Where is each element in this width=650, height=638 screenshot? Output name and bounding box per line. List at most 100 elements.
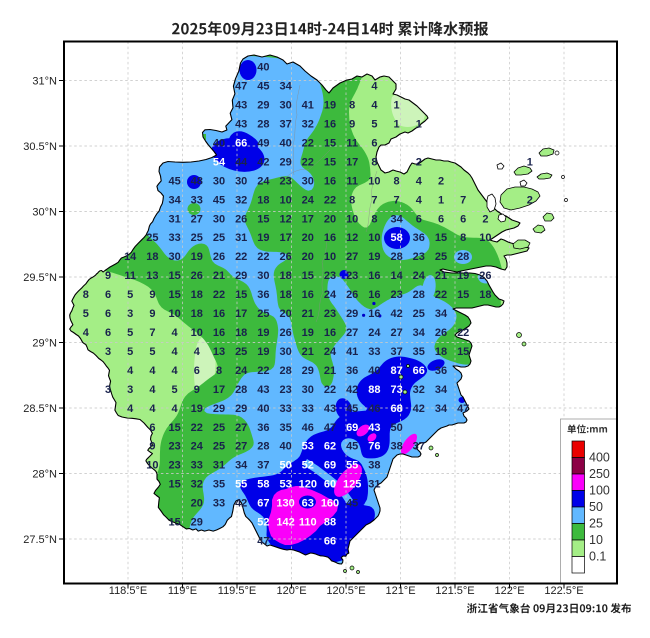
svg-text:40: 40 [213,138,225,150]
svg-text:8: 8 [349,100,355,112]
svg-text:4: 4 [149,384,156,396]
svg-text:118.5°E: 118.5°E [109,585,147,597]
svg-text:25: 25 [191,232,203,244]
svg-text:400: 400 [589,451,610,465]
svg-text:4: 4 [149,365,156,377]
svg-text:27: 27 [390,327,402,339]
svg-text:28: 28 [413,289,425,301]
svg-text:53: 53 [302,441,314,453]
svg-text:160: 160 [321,498,339,510]
svg-text:13: 13 [146,270,158,282]
svg-text:73: 73 [390,384,402,396]
svg-text:34: 34 [235,460,248,472]
svg-text:15: 15 [257,213,269,225]
svg-text:5: 5 [149,346,155,358]
svg-text:50: 50 [390,422,402,434]
svg-text:16: 16 [324,175,336,187]
svg-text:87: 87 [390,365,402,377]
svg-text:36: 36 [257,289,269,301]
svg-text:43: 43 [235,100,247,112]
svg-text:52: 52 [302,460,314,472]
svg-text:6: 6 [105,327,111,339]
svg-text:32: 32 [235,194,247,206]
svg-text:27: 27 [191,213,203,225]
svg-text:36: 36 [413,232,425,244]
svg-text:9: 9 [149,289,155,301]
svg-text:29: 29 [191,517,203,529]
svg-text:33: 33 [279,403,291,415]
svg-text:121.5°E: 121.5°E [435,585,474,597]
svg-text:2: 2 [416,157,422,169]
svg-text:42: 42 [257,157,269,169]
svg-text:15: 15 [435,232,447,244]
svg-text:22: 22 [213,289,225,301]
svg-text:8: 8 [394,175,400,187]
svg-text:23: 23 [324,270,336,282]
svg-text:30.5°N: 30.5°N [23,141,57,153]
svg-text:19: 19 [191,251,203,263]
svg-text:40: 40 [279,441,291,453]
svg-text:46: 46 [368,403,380,415]
svg-text:88: 88 [368,384,380,396]
svg-text:19: 19 [257,232,269,244]
svg-text:45: 45 [346,498,358,510]
svg-text:9: 9 [149,441,155,453]
svg-text:18: 18 [435,346,447,358]
svg-text:47: 47 [257,535,269,547]
svg-text:25: 25 [257,308,269,320]
svg-text:9: 9 [349,119,355,131]
svg-text:25: 25 [413,308,425,320]
svg-text:16: 16 [302,289,314,301]
svg-text:28: 28 [457,251,469,263]
svg-text:16: 16 [368,270,380,282]
svg-text:47: 47 [235,81,247,93]
svg-text:41: 41 [346,346,358,358]
svg-text:27: 27 [235,441,247,453]
svg-text:12: 12 [279,213,291,225]
svg-text:50: 50 [279,460,291,472]
svg-text:5: 5 [83,308,89,320]
svg-text:10: 10 [191,327,203,339]
svg-text:19: 19 [302,327,314,339]
svg-text:8: 8 [216,365,222,377]
svg-text:19: 19 [257,346,269,358]
svg-text:6: 6 [194,365,200,377]
svg-text:120.5°E: 120.5°E [326,585,365,597]
svg-text:4: 4 [416,194,423,206]
svg-text:29: 29 [235,270,247,282]
svg-text:33: 33 [368,346,380,358]
svg-text:21: 21 [324,365,336,377]
svg-text:6: 6 [438,213,444,225]
svg-text:43: 43 [368,422,380,434]
svg-text:32: 32 [191,479,203,491]
svg-text:21: 21 [302,308,314,320]
svg-text:46: 46 [302,422,314,434]
svg-text:23: 23 [324,308,336,320]
svg-text:2: 2 [527,194,533,206]
svg-text:25: 25 [213,422,225,434]
svg-text:58: 58 [390,232,402,244]
svg-text:28: 28 [257,441,269,453]
svg-text:5: 5 [371,119,377,131]
svg-text:119°E: 119°E [168,585,197,597]
svg-text:25: 25 [146,232,158,244]
svg-text:9: 9 [149,308,155,320]
svg-text:20: 20 [302,251,314,263]
svg-text:24: 24 [368,327,381,339]
svg-text:14: 14 [390,270,403,282]
svg-text:37: 37 [279,119,291,131]
svg-text:7: 7 [371,194,377,206]
svg-text:26: 26 [191,270,203,282]
svg-text:33: 33 [191,194,203,206]
svg-text:119.5°E: 119.5°E [218,585,256,597]
svg-text:17: 17 [279,232,291,244]
svg-text:49: 49 [257,138,269,150]
svg-text:15: 15 [457,289,469,301]
svg-text:16: 16 [213,327,225,339]
svg-text:120°E: 120°E [276,585,306,597]
svg-text:29: 29 [302,365,314,377]
svg-text:36: 36 [257,422,269,434]
svg-text:18: 18 [191,289,203,301]
svg-text:24: 24 [235,365,248,377]
svg-text:60: 60 [324,479,336,491]
